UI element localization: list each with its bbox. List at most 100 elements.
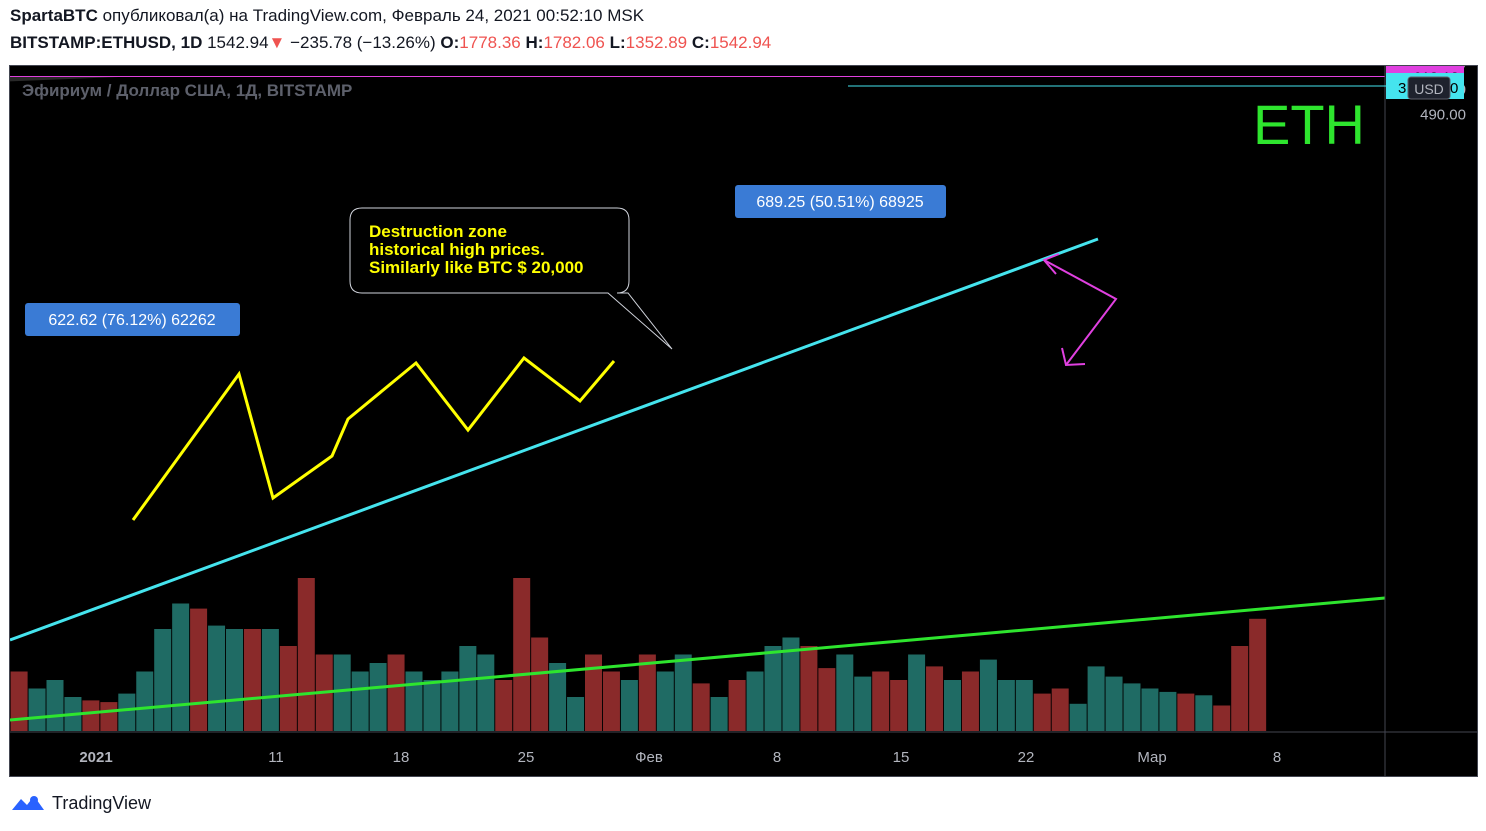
volume-bar-45: [818, 668, 836, 731]
volume-bar-62: [1123, 683, 1141, 731]
time-tick-5: 8: [773, 749, 781, 766]
volume-bar-47: [854, 676, 872, 731]
publish-text: опубликовал(а) на TradingView.com, Февра…: [102, 6, 645, 25]
currency-label: USD: [1414, 81, 1444, 97]
ohlc-bar: BITSTAMP:ETHUSD, 1D 1542.94▼ −235.78 (−1…: [10, 33, 771, 53]
volume-bar-13: [243, 629, 261, 731]
volume-bar-68: [1231, 646, 1249, 731]
high-label: H:: [525, 33, 544, 52]
volume-bar-61: [1105, 676, 1123, 731]
time-tick-7: 22: [1018, 749, 1035, 766]
volume-bar-6: [118, 693, 136, 731]
chart-area[interactable]: 2800.002000.001600.00890.00770.00670.005…: [9, 65, 1478, 777]
volume-bar-30: [549, 663, 567, 731]
volume-bar-59: [1069, 703, 1087, 731]
volume-bar-5: [100, 702, 118, 731]
volume-bar-14: [261, 629, 279, 731]
measure-right-text: 689.25 (50.51%) 68925: [756, 194, 923, 211]
low-label: L:: [609, 33, 626, 52]
volume-bar-23: [423, 680, 441, 731]
volume-bar-25: [459, 646, 477, 731]
price-tick-7: 490.00: [1420, 106, 1466, 123]
magenta-arrowhead-top: [1042, 253, 1060, 275]
top-label-end: 0: [1450, 80, 1458, 97]
tradingview-footer[interactable]: TradingView: [10, 792, 151, 814]
measure-label-right[interactable]: 689.25 (50.51%) 68925: [735, 185, 946, 218]
note-line-2: historical high prices.: [369, 240, 545, 259]
close-value: 1542.94: [709, 33, 772, 52]
volume-bar-15: [279, 646, 297, 731]
volume-bar-1: [28, 688, 46, 731]
volume-bar-12: [226, 629, 243, 731]
note-line-3: Similarly like BTC $ 20,000: [369, 258, 584, 277]
yellow-zigzag-pattern: [131, 355, 616, 521]
green-trendline: [10, 596, 1386, 722]
symbol-label: BITSTAMP:ETHUSD, 1D: [10, 33, 203, 52]
volume-bar-4: [82, 700, 100, 731]
time-tick-9: 8: [1273, 749, 1281, 766]
time-tick-1: 11: [268, 749, 284, 766]
tradingview-logo-icon: [12, 796, 44, 810]
volume-bar-66: [1195, 695, 1213, 731]
volume-bar-52: [944, 680, 961, 731]
time-tick-8: Мар: [1137, 749, 1166, 766]
volume-bar-8: [154, 629, 172, 731]
volume-bar-34: [620, 680, 638, 731]
volume-bar-16: [297, 578, 315, 731]
volume-bar-9: [172, 603, 190, 731]
volume-bar-20: [369, 663, 387, 731]
volume-bar-51: [926, 666, 944, 731]
volume-bar-58: [1051, 688, 1069, 731]
time-tick-4: Фев: [635, 749, 663, 766]
currency-button[interactable]: USD: [1407, 76, 1451, 100]
low-value: 1352.89: [625, 33, 688, 52]
volume-bar-49: [890, 680, 908, 731]
destruction-zone-note[interactable]: Destruction zone historical high prices.…: [349, 207, 673, 350]
volume-bar-41: [746, 671, 764, 731]
volume-bar-18: [333, 654, 351, 731]
volume-bar-50: [908, 654, 926, 731]
volume-bar-37: [674, 654, 692, 731]
measure-left-text: 622.62 (76.12%) 62262: [48, 312, 215, 329]
symbol-legend: Эфириум / Доллар США, 1Д, BITSTAMP: [22, 81, 352, 100]
open-value: 1778.36: [459, 33, 521, 52]
price-axis-bg: [1385, 66, 1477, 732]
volume-bar-38: [692, 683, 710, 731]
top-label-start: 3: [1398, 80, 1406, 97]
volume-bar-32: [585, 654, 602, 731]
volume-bar-56: [1015, 680, 1033, 731]
volume-bar-69: [1249, 618, 1267, 731]
volume-bar-27: [495, 680, 513, 731]
volume-bar-36: [656, 671, 674, 731]
tradingview-brand: TradingView: [52, 792, 152, 813]
volume-bar-28: [513, 578, 531, 731]
volume-bar-48: [872, 671, 890, 731]
close-label: C:: [691, 33, 710, 52]
volume-bar-44: [800, 646, 818, 731]
eth-watermark-text: ETH: [1253, 93, 1365, 156]
volume-bar-24: [441, 671, 459, 731]
volume-bar-63: [1141, 688, 1159, 731]
volume-bar-29: [531, 637, 549, 731]
volume-bar-60: [1087, 666, 1105, 731]
volume-bar-57: [1033, 693, 1051, 731]
time-tick-3: 25: [518, 749, 535, 766]
volume-bar-53: [961, 671, 979, 731]
cyan-support-trendline: [10, 237, 1099, 642]
magenta-arrow-line: [1043, 259, 1118, 366]
measure-label-left[interactable]: 622.62 (76.12%) 62262: [25, 303, 240, 336]
volume-bar-21: [387, 654, 405, 731]
high-value: 1782.06: [543, 33, 605, 52]
volume-bar-2: [46, 680, 64, 731]
author-name[interactable]: SpartaBTC: [10, 6, 98, 25]
open-label: O:: [440, 33, 460, 52]
volume-bar-46: [836, 654, 854, 731]
price-chart[interactable]: 2800.002000.001600.00890.00770.00670.005…: [10, 66, 1477, 776]
volume-bar-33: [602, 671, 620, 731]
time-tick-6: 15: [893, 749, 910, 766]
volume-bar-39: [710, 697, 728, 731]
volume-bar-42: [764, 646, 782, 731]
volume-bar-35: [638, 654, 656, 731]
volume-bar-22: [405, 671, 423, 731]
volume-bar-19: [351, 671, 369, 731]
